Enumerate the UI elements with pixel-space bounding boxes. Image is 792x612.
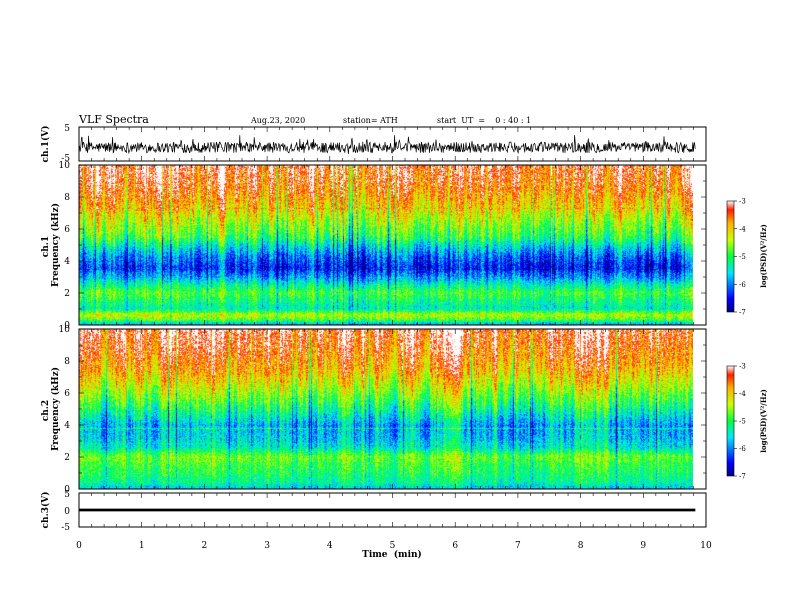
colorbar-tick-label: -4	[739, 390, 746, 398]
frequency-tick-label: 2	[64, 289, 70, 299]
ch1-spectrogram-xticks	[78, 165, 707, 325]
time-tick-label: 6	[452, 541, 458, 551]
ch1-colorbar: -3 -4 -5 -6 -7 log(PSD)(V²/Hz)	[726, 198, 768, 317]
ch2-frequency-label: Frequency (kHz)	[50, 367, 61, 451]
station-label: station= ATH	[343, 116, 398, 125]
ch2-spectrogram-ylabel: ch.2 Frequency (kHz)	[41, 367, 61, 451]
colorbar-tick-label: -7	[739, 473, 746, 481]
frequency-tick-label: 6	[64, 389, 70, 399]
ch2-colorbar-scale	[726, 365, 735, 477]
frequency-tick-label: 0	[64, 485, 70, 495]
time-tick-label: 9	[640, 541, 646, 551]
ch3-waveform-ylabel: ch.3(V)	[40, 492, 51, 529]
colorbar-tick-label: -5	[739, 418, 746, 426]
time-tick-label: 2	[202, 541, 208, 551]
ch1-waveform-line	[78, 135, 696, 155]
colorbar-tick-label: -6	[739, 445, 746, 453]
ch1-waveform-xticks	[78, 127, 707, 161]
colorbar-tick-label: -3	[739, 363, 746, 371]
colorbar-tick-label: -3	[739, 198, 746, 206]
ch1-waveform-ylabel: ch.1(V)	[40, 126, 51, 163]
ch3-waveform-xticks	[78, 493, 707, 527]
time-tick-label: 4	[327, 541, 333, 551]
ch3-waveform-trace	[79, 508, 696, 512]
ch1-spectrogram-image	[79, 165, 693, 325]
ch3-ytick-bottom: -5	[61, 523, 70, 533]
colorbar-tick-label: -4	[739, 225, 746, 233]
frequency-tick-label: 10	[59, 325, 71, 335]
figure-title: VLF Spectra	[78, 113, 149, 126]
ch1-spectrogram-yticks: 0 2 4 6 8 10	[59, 161, 706, 331]
frequency-tick-label: 6	[64, 225, 70, 235]
time-tick-label: 0	[76, 541, 82, 551]
time-tick-label: 5	[390, 541, 396, 551]
ch1-colorbar-scale	[726, 200, 735, 313]
frequency-tick-label: 2	[64, 453, 70, 463]
ch2-colorbar: -3 -4 -5 -6 -7 log(PSD)(V²/Hz)	[726, 363, 768, 481]
ch1-colorbar-ticks: -3 -4 -5 -6 -7	[734, 198, 746, 317]
ch1-ytick-top: 5	[64, 124, 70, 134]
frequency-tick-label: 10	[59, 161, 71, 171]
ch1-waveform-panel: 5 -5 ch.1(V)	[40, 124, 707, 164]
ch2-colorbar-label: log(PSD)(V²/Hz)	[759, 389, 768, 453]
time-tick-label: 8	[578, 541, 584, 551]
frequency-tick-label: 8	[64, 357, 70, 367]
ch1-spectrogram-panel: 0 2 4 6 8 10 ch.1 Frequency (kHz)	[41, 161, 707, 331]
ch2-spectrogram-panel: 0 2 4 6 8 10 ch.2 Frequency (kHz)	[41, 325, 707, 495]
ch1-spectrogram-ylabel: ch.1 Frequency (kHz)	[41, 203, 61, 287]
ch2-spectrogram-image	[79, 329, 693, 489]
ch3-waveform-panel: 5 0 -5 ch.3(V)	[40, 490, 707, 533]
time-tick-label: 1	[139, 541, 145, 551]
ch2-spectrogram-yticks: 0 2 4 6 8 10	[59, 325, 706, 495]
time-axis-tick-labels: 0 1 2 3 4 5 6 7 8 9 10	[76, 541, 712, 551]
ch3-ytick-mid: 0	[64, 507, 70, 517]
ch2-label: ch.2	[41, 400, 51, 421]
time-tick-label: 7	[515, 541, 521, 551]
frequency-tick-label: 0	[64, 321, 70, 331]
start-time-label: start UT = 0 : 40 : 1	[437, 116, 531, 125]
ch1-colorbar-label: log(PSD)(V²/Hz)	[759, 224, 768, 288]
frequency-tick-label: 4	[64, 421, 70, 431]
ch2-colorbar-ticks: -3 -4 -5 -6 -7	[734, 363, 746, 481]
ch3-ytick-top: 5	[64, 490, 70, 500]
date-label: Aug.23, 2020	[250, 116, 305, 125]
time-axis-label: Time (min)	[362, 549, 422, 560]
colorbar-tick-label: -7	[739, 309, 746, 317]
time-tick-label: 3	[264, 541, 270, 551]
ch1-label: ch.1	[41, 236, 51, 257]
time-tick-label: 10	[700, 541, 712, 551]
ch1-ytick-bottom: -5	[61, 154, 70, 164]
frequency-tick-label: 8	[64, 193, 70, 203]
frequency-tick-label: 4	[64, 257, 70, 267]
colorbar-tick-label: -5	[739, 253, 746, 261]
ch1-frequency-label: Frequency (kHz)	[50, 203, 61, 287]
colorbar-tick-label: -6	[739, 281, 746, 289]
ch2-spectrogram-xticks	[78, 329, 707, 489]
